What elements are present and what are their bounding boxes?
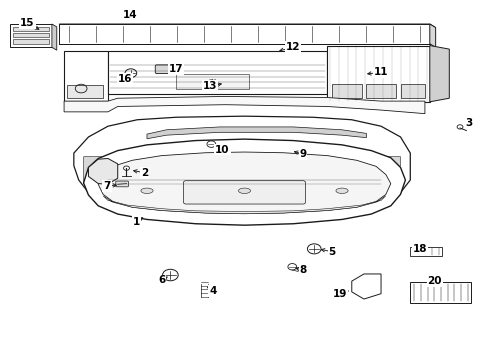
Polygon shape (10, 24, 52, 47)
Polygon shape (64, 51, 108, 101)
Polygon shape (52, 24, 57, 50)
Bar (66, 85, 103, 98)
Text: 5: 5 (328, 247, 335, 257)
Polygon shape (88, 158, 118, 184)
Text: 10: 10 (215, 144, 229, 154)
Polygon shape (59, 24, 435, 28)
Text: 6: 6 (158, 275, 165, 285)
Bar (331, 84, 361, 98)
Polygon shape (351, 274, 380, 299)
Text: 11: 11 (373, 67, 387, 77)
Polygon shape (83, 157, 120, 184)
Polygon shape (429, 24, 435, 47)
Polygon shape (327, 45, 429, 102)
Text: 3: 3 (464, 118, 471, 128)
Text: 18: 18 (412, 244, 427, 254)
Text: 13: 13 (203, 81, 217, 91)
Text: 1: 1 (132, 217, 140, 226)
Bar (83, 157, 125, 184)
Polygon shape (409, 282, 470, 303)
Text: 14: 14 (122, 10, 137, 20)
Bar (185, 160, 217, 184)
Text: 16: 16 (118, 74, 132, 84)
FancyBboxPatch shape (116, 181, 128, 187)
Polygon shape (83, 139, 405, 225)
FancyBboxPatch shape (155, 65, 170, 73)
Ellipse shape (238, 188, 250, 193)
Text: GM: GM (208, 79, 216, 84)
Text: 7: 7 (103, 181, 110, 191)
Text: 15: 15 (20, 18, 35, 28)
Text: 20: 20 (427, 276, 441, 286)
Polygon shape (59, 24, 429, 44)
Bar (13, 40, 49, 44)
Polygon shape (429, 45, 448, 102)
Text: 4: 4 (209, 286, 216, 296)
Ellipse shape (141, 188, 153, 193)
Polygon shape (147, 127, 366, 139)
Bar (244, 160, 276, 184)
Circle shape (123, 166, 129, 170)
Polygon shape (361, 157, 400, 184)
Bar (13, 27, 49, 31)
Circle shape (287, 264, 296, 270)
Text: 19: 19 (332, 289, 346, 299)
Bar (400, 84, 424, 98)
Text: 12: 12 (285, 42, 300, 52)
Polygon shape (64, 96, 424, 114)
Circle shape (206, 141, 215, 147)
Ellipse shape (335, 188, 347, 193)
Text: 17: 17 (168, 64, 183, 74)
Text: 8: 8 (299, 265, 306, 275)
Polygon shape (98, 152, 390, 214)
Text: 2: 2 (141, 168, 148, 178)
Polygon shape (103, 196, 385, 214)
Polygon shape (74, 116, 409, 207)
Polygon shape (108, 51, 327, 94)
Bar (13, 33, 49, 37)
Bar (176, 74, 249, 89)
Bar (409, 247, 441, 256)
Bar (366, 84, 395, 98)
FancyBboxPatch shape (183, 181, 305, 204)
Text: 9: 9 (299, 149, 306, 159)
